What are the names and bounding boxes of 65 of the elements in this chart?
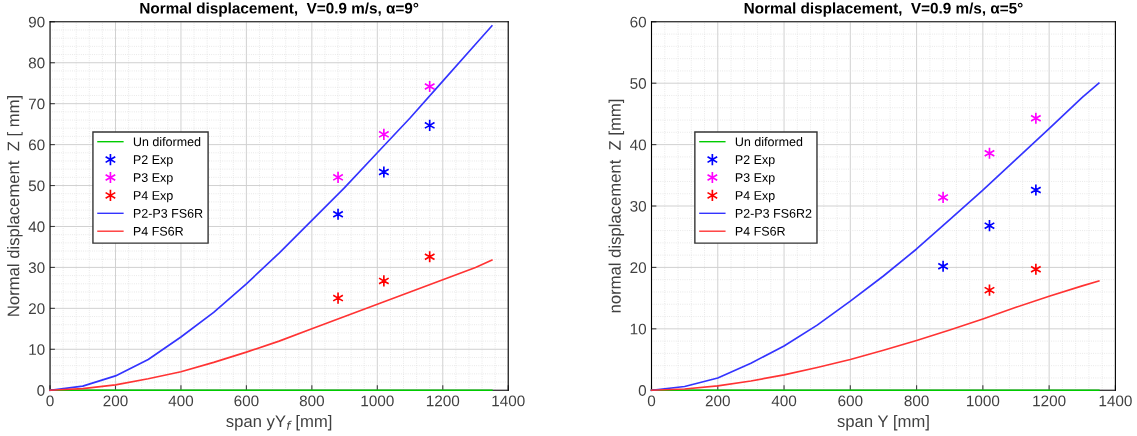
y-tick-label: 80 <box>28 57 45 69</box>
y-tick-label: 50 <box>630 78 647 89</box>
y-tick-label: 40 <box>28 221 45 233</box>
point <box>378 127 390 141</box>
y-tick-label: 40 <box>630 139 647 151</box>
y-tick-label: 10 <box>29 344 45 355</box>
x-tick-label: 400 <box>771 395 797 407</box>
y-tick-label: 20 <box>630 262 647 274</box>
x-tick-label: 200 <box>103 395 128 407</box>
y-tick-label: 30 <box>630 200 647 212</box>
x-tick-label: 600 <box>838 395 863 407</box>
point <box>1030 262 1042 276</box>
y-axis-title: Normal displacement Z [ mm] <box>7 96 23 316</box>
chart-title: Normal displacement, V=0.9 m/s, α=9° <box>140 2 419 17</box>
x-tick-label: 400 <box>168 395 194 407</box>
point <box>937 191 949 204</box>
x-tick-label: 1000 <box>967 395 1000 407</box>
x-tick-label: 1400 <box>1099 395 1132 407</box>
legend-label: P4 FS6R <box>133 226 184 236</box>
y-tick-label: 10 <box>630 323 647 335</box>
x-axis-title: span Y [mm] <box>837 414 929 431</box>
x-tick-label: 200 <box>705 395 730 407</box>
point <box>378 165 390 179</box>
point <box>332 207 344 221</box>
legend-label: P3 Exp <box>133 173 173 185</box>
legend-label: P4 Exp <box>133 191 173 203</box>
y-tick-label: 90 <box>28 16 45 28</box>
x-tick-label: 1200 <box>1033 395 1066 407</box>
point <box>937 259 949 273</box>
point <box>1030 111 1042 125</box>
legend-label: P2-P3 FS6R2 <box>735 208 812 218</box>
x-tick-label: 0 <box>647 395 656 407</box>
x-tick-label: 0 <box>46 395 54 407</box>
legend-label: P2 Exp <box>735 155 775 167</box>
point <box>378 274 390 288</box>
line-series <box>49 259 493 392</box>
chart-title: Normal displacement, V=0.9 m/s, α=5° <box>744 2 1023 17</box>
line-series <box>650 280 1100 392</box>
y-tick-label: 50 <box>28 180 45 192</box>
y-tick-label: 60 <box>630 16 647 28</box>
legend-label: P4 FS6R <box>735 226 785 236</box>
y-tick-label: 20 <box>28 303 45 315</box>
legend-label: Un diformed <box>735 137 803 147</box>
legend-label: Un diformed <box>133 137 201 147</box>
x-tick-label: 1400 <box>492 395 525 407</box>
y-tick-label: 0 <box>37 385 45 396</box>
point <box>424 80 436 93</box>
x-tick-label: 600 <box>234 395 259 407</box>
legend-label: P3 Exp <box>735 173 775 185</box>
x-tick-label: 800 <box>299 395 325 407</box>
legend-label: P4 Exp <box>735 191 775 203</box>
point <box>332 170 344 184</box>
legend-label: P2-P3 FS6R <box>133 208 203 218</box>
y-tick-label: 60 <box>28 139 45 151</box>
y-tick-label: 0 <box>638 385 647 396</box>
y-tick-label: 70 <box>28 98 45 110</box>
point <box>1030 183 1042 197</box>
legend-label: P2 Exp <box>133 155 173 167</box>
x-tick-label: 1000 <box>361 395 394 407</box>
x-axis-title: span yY$_{f}$ [mm] <box>226 414 332 431</box>
x-tick-label: 800 <box>904 395 929 407</box>
point <box>424 118 436 132</box>
y-axis-title: normal displacement Z [mm] <box>608 99 625 313</box>
y-tick-label: 30 <box>28 262 45 274</box>
x-tick-label: 1200 <box>426 395 460 407</box>
